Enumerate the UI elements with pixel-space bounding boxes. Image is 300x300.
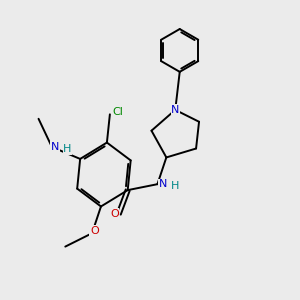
Text: Cl: Cl <box>113 107 124 117</box>
Text: N: N <box>171 105 179 115</box>
Text: H: H <box>171 181 179 191</box>
Text: O: O <box>110 209 119 219</box>
Text: N: N <box>51 142 59 152</box>
Text: N: N <box>159 179 167 189</box>
Text: H: H <box>63 144 72 154</box>
Text: O: O <box>90 226 99 236</box>
